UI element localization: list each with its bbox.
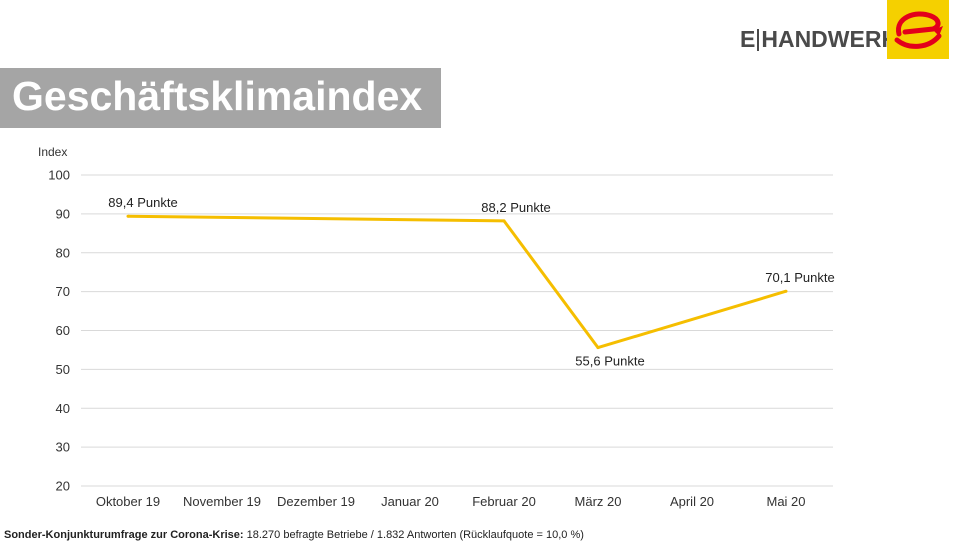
title-band: Geschäftsklimaindex [0, 68, 441, 128]
brand-wordmark: E HANDWERK [740, 26, 898, 53]
data-label: 70,1 Punkte [765, 270, 834, 285]
x-tick-label: April 20 [670, 494, 714, 509]
series-line [127, 214, 787, 350]
y-tick-label-50: 50 [56, 362, 70, 377]
data-label: 89,4 Punkte [108, 195, 177, 210]
data-label: 88,2 Punkte [481, 200, 550, 215]
x-tick-label: November 19 [183, 494, 261, 509]
y-tick-label-90: 90 [56, 206, 70, 221]
x-tick-label: März 20 [575, 494, 622, 509]
x-tick-label: Februar 20 [472, 494, 536, 509]
x-tick-label: Dezember 19 [277, 494, 355, 509]
y-tick-label-70: 70 [56, 284, 70, 299]
survey-footnote: Sonder-Konjunkturumfrage zur Corona-Kris… [4, 529, 584, 541]
e-handwerk-logo-graphic [894, 11, 943, 49]
y-tick-label-80: 80 [56, 245, 70, 260]
data-point [784, 289, 788, 293]
data-point [126, 214, 130, 218]
x-tick-label: Januar 20 [381, 494, 439, 509]
line-chart: 20 30 40 50 60 70 80 90 100 Index Oktober 19 Novemb… [38, 145, 835, 509]
y-tick-label-60: 60 [56, 323, 70, 338]
x-tick-label: Oktober 19 [96, 494, 160, 509]
y-tick-label-30: 30 [56, 440, 70, 455]
brand-wordmark-left: E [740, 26, 756, 52]
page-title: Geschäftsklimaindex [12, 73, 423, 119]
data-label: 55,6 Punkte [575, 354, 644, 369]
e-handwerk-logo-icon [887, 0, 949, 59]
y-axis-label: Index [38, 145, 67, 159]
survey-footnote-text: 18.270 befragte Betriebe / 1.832 Antwort… [243, 529, 584, 541]
y-tick-label-40: 40 [56, 401, 70, 416]
survey-footnote-bold: Sonder-Konjunkturumfrage zur Corona-Kris… [4, 529, 244, 541]
brand-separator [757, 28, 760, 51]
data-point [596, 346, 600, 350]
y-tick-label-20: 20 [56, 479, 70, 494]
x-tick-label: Mai 20 [766, 494, 805, 509]
y-tick-label-100: 100 [48, 168, 70, 183]
brand-wordmark-right: HANDWERK [761, 26, 899, 52]
data-point [502, 219, 506, 223]
